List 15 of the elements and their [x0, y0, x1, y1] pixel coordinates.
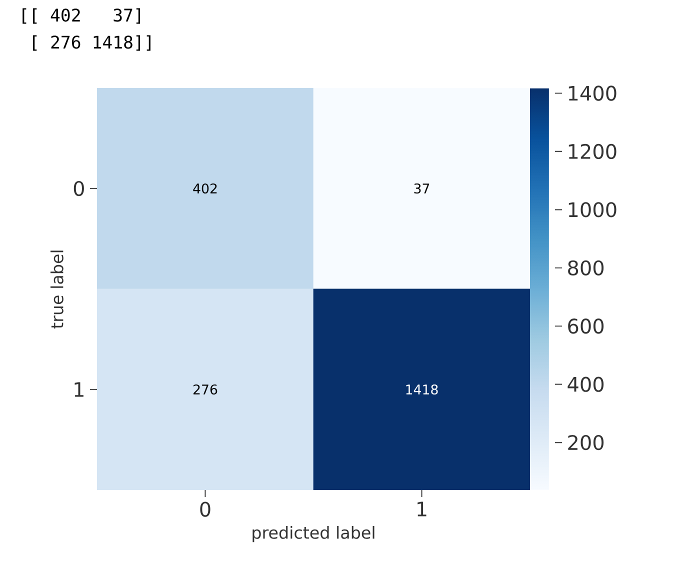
color-bar-label: 800: [568, 260, 604, 276]
y-axis-title: true label: [50, 250, 64, 328]
color-bar-label: 1400: [568, 86, 616, 101]
color-bar-label: 600: [568, 318, 604, 334]
color-bar-label: 1000: [568, 202, 616, 218]
color-bar-label: 400: [568, 376, 604, 392]
data-label: 1418: [406, 384, 438, 395]
text: [[ 402 37]: [22, 8, 140, 24]
data-label: 37: [414, 183, 430, 194]
data-label: 276: [194, 384, 218, 395]
color-bar-label: 200: [568, 434, 604, 450]
text: [ 276 1418]]: [33, 35, 150, 51]
color-bar-label: 1200: [568, 144, 616, 160]
x-axis-title: predicted label: [252, 526, 374, 542]
data-label: 402: [193, 183, 217, 194]
